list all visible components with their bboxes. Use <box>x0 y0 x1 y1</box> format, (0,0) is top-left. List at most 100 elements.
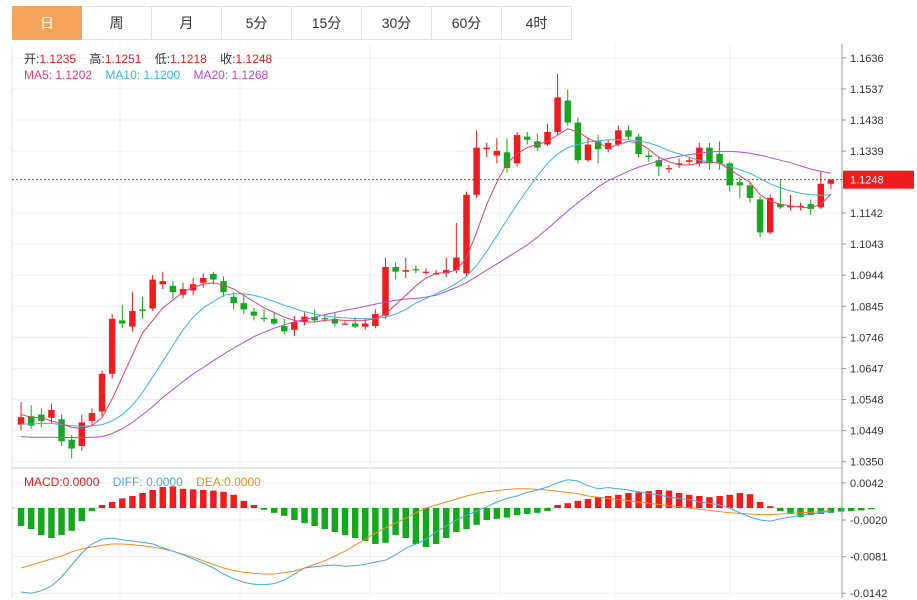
candle[interactable] <box>473 130 480 198</box>
candle-body <box>281 326 288 332</box>
candle[interactable] <box>149 274 156 311</box>
tab-8[interactable]: 4时 <box>502 6 572 40</box>
candle[interactable] <box>787 194 794 211</box>
candle[interactable] <box>17 402 25 431</box>
candle[interactable] <box>797 202 804 211</box>
candle[interactable] <box>817 171 825 209</box>
candle[interactable] <box>200 273 207 288</box>
macd-bar <box>787 508 794 514</box>
candle[interactable] <box>554 73 561 136</box>
tab-7[interactable]: 60分 <box>432 6 502 40</box>
candle[interactable] <box>574 117 582 164</box>
macd-bar <box>331 508 339 532</box>
candle-body <box>88 413 96 421</box>
candle[interactable] <box>503 138 511 173</box>
candlestick-plot[interactable] <box>12 73 842 459</box>
tab-3[interactable]: 月 <box>152 6 222 40</box>
candle[interactable] <box>534 133 541 151</box>
candle[interactable] <box>260 309 268 322</box>
candle[interactable] <box>422 268 430 275</box>
candle[interactable] <box>402 257 409 278</box>
macd-bar <box>38 508 45 535</box>
candle[interactable] <box>412 265 420 274</box>
candle[interactable] <box>827 178 835 190</box>
candle[interactable] <box>382 257 389 319</box>
candle[interactable] <box>655 157 663 176</box>
candle[interactable] <box>98 370 106 417</box>
candle-body <box>736 182 744 186</box>
candle[interactable] <box>119 304 126 329</box>
candle[interactable] <box>544 124 551 147</box>
candle[interactable] <box>240 295 248 315</box>
candle[interactable] <box>108 314 116 379</box>
candle[interactable] <box>564 89 571 126</box>
candle[interactable] <box>159 271 167 289</box>
candle[interactable] <box>432 270 440 275</box>
candle[interactable] <box>635 133 642 158</box>
candle[interactable] <box>463 191 470 277</box>
tab-6[interactable]: 30分 <box>362 6 432 40</box>
ohlc-legend: 开:1.1235 高:1.1251 低:1.1218 收:1.1248 <box>24 50 282 67</box>
candle[interactable] <box>220 276 227 297</box>
candle[interactable] <box>665 164 673 173</box>
candle-body <box>27 416 35 426</box>
candle[interactable] <box>716 141 723 170</box>
tab-5[interactable]: 15分 <box>292 6 362 40</box>
candle[interactable] <box>78 414 86 451</box>
candle[interactable] <box>169 281 177 299</box>
candle[interactable] <box>281 318 288 335</box>
tab-1[interactable]: 日 <box>12 6 82 40</box>
candle-body <box>604 142 612 150</box>
candle-body <box>68 439 75 449</box>
candle[interactable] <box>645 150 652 162</box>
candle[interactable] <box>615 125 622 147</box>
candle[interactable] <box>311 309 318 322</box>
macd-bar <box>655 490 663 508</box>
macd-legend: MACD:0.0000 DIFF: 0.0000 DEA:0.0000 <box>24 475 271 489</box>
tab-2[interactable]: 周 <box>82 6 152 40</box>
candle[interactable] <box>807 199 814 216</box>
candle[interactable] <box>594 135 602 164</box>
candle[interactable] <box>68 435 75 459</box>
candle[interactable] <box>230 292 237 310</box>
candle[interactable] <box>250 307 258 321</box>
tab-4[interactable]: 5分 <box>222 6 292 40</box>
candle[interactable] <box>483 142 490 158</box>
candle[interactable] <box>351 317 359 329</box>
candle[interactable] <box>706 142 713 170</box>
candle[interactable] <box>453 223 460 274</box>
macd-bar <box>58 508 65 535</box>
candle[interactable] <box>88 408 96 426</box>
candle[interactable] <box>270 312 278 326</box>
candle[interactable] <box>139 296 146 319</box>
ma20-line <box>21 150 832 439</box>
candle[interactable] <box>443 257 450 278</box>
candle[interactable] <box>58 414 65 447</box>
candle[interactable] <box>341 320 349 326</box>
candle-body <box>48 409 55 418</box>
candle[interactable] <box>675 158 683 169</box>
candle[interactable] <box>746 182 754 203</box>
candle-body <box>108 318 116 374</box>
macd-bar <box>766 506 774 508</box>
macd-bar <box>351 508 359 538</box>
candle[interactable] <box>696 142 703 167</box>
candle[interactable] <box>129 292 136 332</box>
candle[interactable] <box>604 139 612 153</box>
diff-label: DIFF: <box>112 475 143 489</box>
candle[interactable] <box>513 131 521 167</box>
candle[interactable] <box>685 157 693 165</box>
candle[interactable] <box>291 315 298 337</box>
candle[interactable] <box>625 125 632 140</box>
candle[interactable] <box>736 177 744 198</box>
candle[interactable] <box>523 131 531 145</box>
candle[interactable] <box>493 138 501 164</box>
open-value: 1.1235 <box>39 52 77 66</box>
candle[interactable] <box>756 196 764 238</box>
low-item: 低:1.1218 <box>155 52 207 66</box>
candle[interactable] <box>392 262 399 280</box>
candle[interactable] <box>210 271 217 285</box>
candle-body <box>210 273 217 280</box>
ma-legend: MA5: 1.1202 MA10: 1.1200 MA20: 1.1268 <box>24 68 278 82</box>
macd-bar <box>169 486 177 508</box>
